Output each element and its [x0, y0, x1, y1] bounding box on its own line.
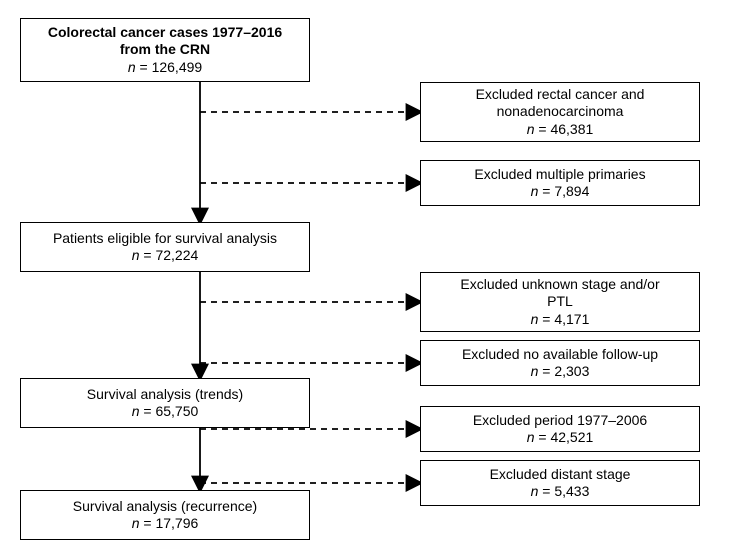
- box-text-line1: Excluded multiple primaries: [427, 166, 693, 184]
- box-title-line1: Survival analysis (trends): [27, 386, 303, 404]
- box-text-line1: Excluded unknown stage and/or: [427, 276, 693, 294]
- box-text-line2: PTL: [427, 293, 693, 311]
- box-title-line2: from the CRN: [27, 41, 303, 59]
- main-box-trends: Survival analysis (trends)n = 65,750: [20, 378, 310, 428]
- box-n-value: n = 126,499: [27, 59, 303, 77]
- box-text-line1: Excluded rectal cancer and: [427, 86, 693, 104]
- exclude-box-ex3: Excluded unknown stage and/orPTLn = 4,17…: [420, 272, 700, 332]
- box-n-value: n = 5,433: [427, 483, 693, 501]
- main-box-start: Colorectal cancer cases 1977–2016from th…: [20, 18, 310, 82]
- box-text-line2: nonadenocarcinoma: [427, 103, 693, 121]
- box-text-line1: Excluded period 1977–2006: [427, 412, 693, 430]
- box-n-value: n = 65,750: [27, 403, 303, 421]
- flowchart-canvas: Colorectal cancer cases 1977–2016from th…: [0, 0, 730, 556]
- box-n-value: n = 7,894: [427, 183, 693, 201]
- box-n-value: n = 42,521: [427, 429, 693, 447]
- main-box-eligible: Patients eligible for survival analysisn…: [20, 222, 310, 272]
- box-n-value: n = 46,381: [427, 121, 693, 139]
- box-title-line1: Colorectal cancer cases 1977–2016: [27, 24, 303, 42]
- box-n-value: n = 72,224: [27, 247, 303, 265]
- exclude-box-ex5: Excluded period 1977–2006n = 42,521: [420, 406, 700, 452]
- exclude-box-ex4: Excluded no available follow-upn = 2,303: [420, 340, 700, 386]
- box-text-line1: Excluded no available follow-up: [427, 346, 693, 364]
- exclude-box-ex6: Excluded distant stagen = 5,433: [420, 460, 700, 506]
- box-n-value: n = 2,303: [427, 363, 693, 381]
- exclude-box-ex2: Excluded multiple primariesn = 7,894: [420, 160, 700, 206]
- box-text-line1: Excluded distant stage: [427, 466, 693, 484]
- box-n-value: n = 17,796: [27, 515, 303, 533]
- main-box-recurrence: Survival analysis (recurrence)n = 17,796: [20, 490, 310, 540]
- box-title-line1: Patients eligible for survival analysis: [27, 230, 303, 248]
- box-n-value: n = 4,171: [427, 311, 693, 329]
- exclude-box-ex1: Excluded rectal cancer andnonadenocarcin…: [420, 82, 700, 142]
- box-title-line1: Survival analysis (recurrence): [27, 498, 303, 516]
